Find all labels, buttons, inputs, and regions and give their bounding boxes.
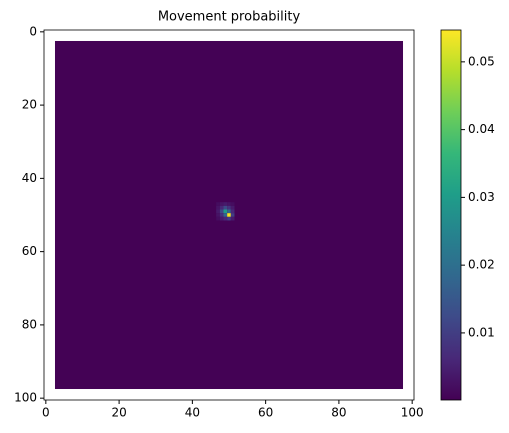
y-tick-label: 80 xyxy=(22,317,37,331)
heatmap-cell xyxy=(223,205,228,210)
heatmap-cell xyxy=(219,205,224,210)
heatmap-cell xyxy=(230,205,235,210)
axes-frame xyxy=(43,29,415,401)
x-tick-label: 60 xyxy=(258,406,273,420)
heatmap-cell xyxy=(216,213,220,217)
y-tick-label: 60 xyxy=(22,244,37,258)
heatmap-cell xyxy=(227,202,231,206)
colorbar-tick-label: 0.01 xyxy=(468,325,495,339)
x-tick-label: 0 xyxy=(42,406,50,420)
colorbar-tick-label: 0.03 xyxy=(468,190,495,204)
heatmap-cell xyxy=(219,202,224,206)
heatmap-cell xyxy=(223,209,228,214)
colorbar-tick-label: 0.04 xyxy=(468,122,495,136)
heatmap-cell xyxy=(223,213,228,217)
chart-title: Movement probability xyxy=(158,10,301,25)
heatmap-cell xyxy=(216,202,220,206)
heatmap-cell xyxy=(227,205,231,210)
y-tick-label: 40 xyxy=(22,171,37,185)
colorbar-tick-label: 0.02 xyxy=(468,258,495,272)
colorbar-tick-label: 0.05 xyxy=(468,54,495,68)
heatmap-cell xyxy=(219,216,224,221)
heatmap-cell xyxy=(219,209,224,214)
y-tick-label: 20 xyxy=(22,98,37,112)
heatmap-cell xyxy=(230,213,235,217)
x-tick-label: 20 xyxy=(111,406,126,420)
heatmap-cell xyxy=(216,216,220,221)
heatmap-cell xyxy=(227,213,231,217)
x-tick-label: 100 xyxy=(401,406,424,420)
heatmap-cell xyxy=(223,216,228,221)
heatmap-cell xyxy=(216,205,220,210)
x-tick-label: 40 xyxy=(185,406,200,420)
y-tick-label: 0 xyxy=(29,24,37,38)
heatmap-cell xyxy=(223,202,228,206)
y-tick-label: 100 xyxy=(14,391,37,405)
x-tick-label: 80 xyxy=(331,406,346,420)
heatmap-cell xyxy=(216,209,220,214)
heatmap-cell xyxy=(227,216,231,221)
heatmap-cell xyxy=(230,202,235,206)
heatmap-cell xyxy=(230,209,235,214)
colorbar xyxy=(440,29,462,401)
heatmap-cell xyxy=(230,216,235,221)
heatmap-cell xyxy=(219,213,224,217)
heatmap-cell xyxy=(227,209,231,214)
